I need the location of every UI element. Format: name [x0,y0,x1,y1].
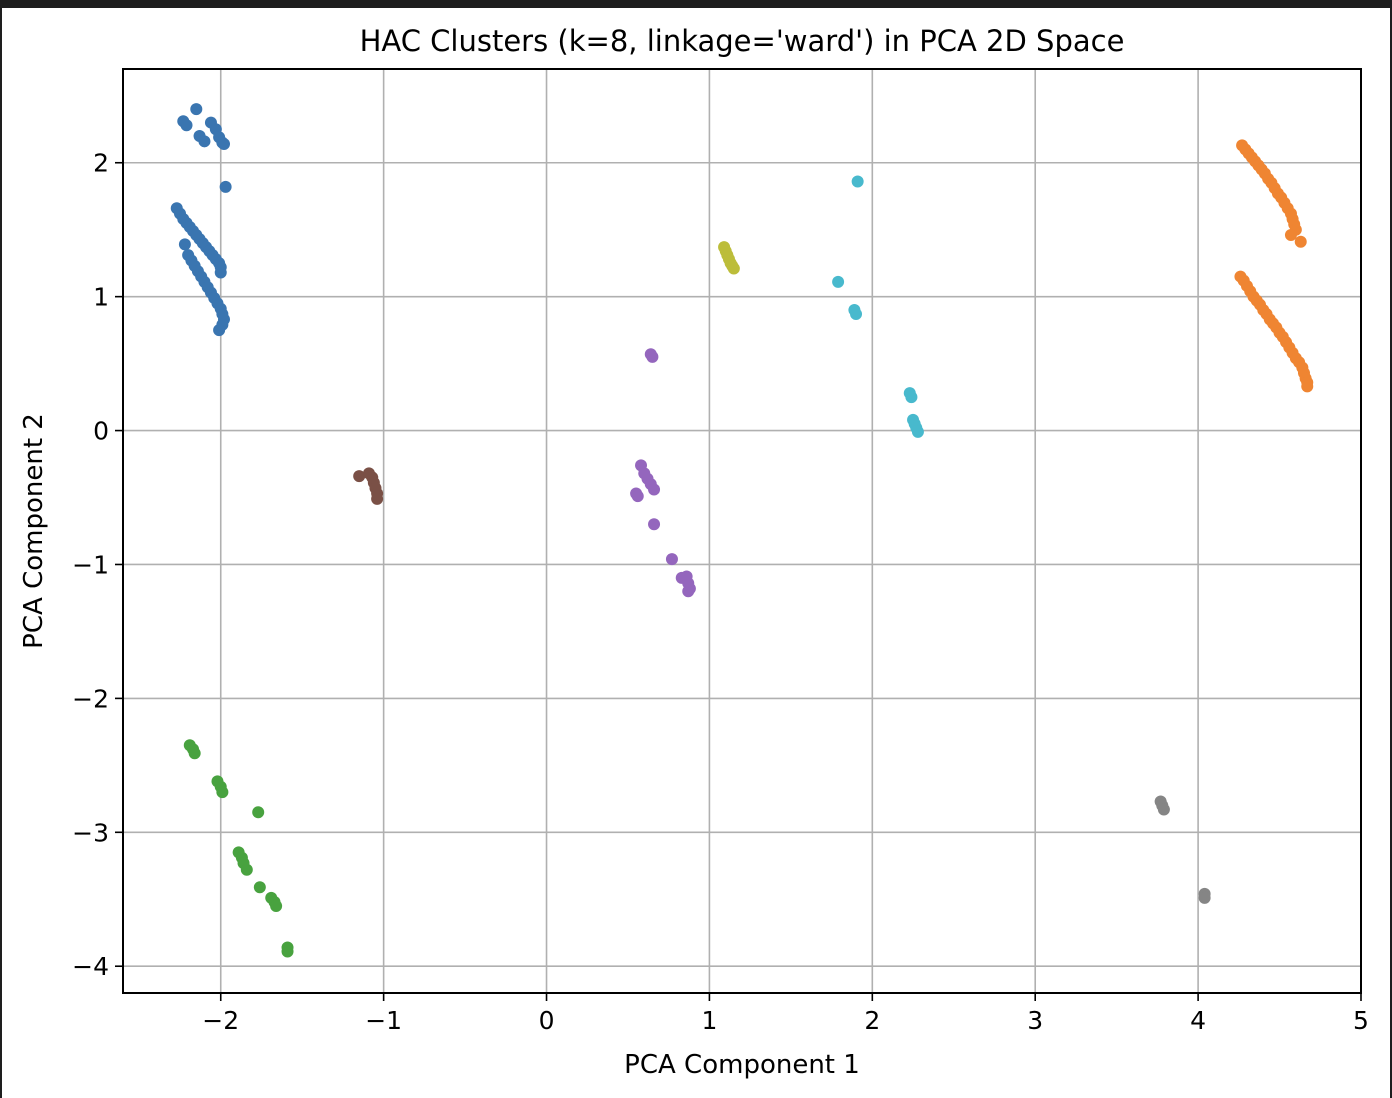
x-tick-label: 2 [864,1006,880,1035]
plot-frame [122,68,1362,994]
data-point [217,137,230,150]
cluster-6-points [832,175,924,438]
data-point [648,483,661,496]
data-point [631,490,644,503]
x-tick-label: −1 [365,1006,402,1035]
data-point [178,238,191,251]
data-point [665,553,678,566]
data-point [180,119,193,132]
cluster-0-points [170,103,232,337]
chart-figure: −2 −1 0 1 2 3 4 5 −4 −3 −2 −1 0 1 2 HAC Clusters (k=8,… [2,8,1390,1098]
x-tick-label: 1 [701,1006,717,1035]
data-point [253,881,266,894]
y-tick-label: −1 [72,550,109,579]
data-point [832,275,845,288]
x-tick-label: −2 [202,1006,239,1035]
cluster-2-points [183,739,294,958]
x-axis-label: PCA Component 1 [624,1050,860,1080]
data-point [188,747,201,760]
data-point [1301,380,1314,393]
data-point [850,308,863,321]
data-point [1157,803,1170,816]
data-point [851,175,864,188]
x-tick-label: 4 [1190,1006,1206,1035]
data-point [371,492,384,505]
data-point [190,103,203,116]
data-point [1294,235,1307,248]
data-point [905,391,918,404]
chart-title: HAC Clusters (k=8, linkage='ward') in PC… [360,24,1125,58]
data-point [682,585,695,598]
x-tick-label: 5 [1353,1006,1369,1035]
data-point [219,180,232,193]
data-point [213,324,226,337]
data-point [214,266,227,279]
y-tick-label: −4 [72,952,109,981]
cluster-7-points [1154,795,1211,904]
y-tick-label: −2 [72,684,109,713]
data-point [198,135,211,148]
data-point [646,350,659,363]
data-point [270,899,283,912]
x-tick-label: 0 [539,1006,555,1035]
cluster-5-points [718,241,740,275]
data-point [727,262,740,275]
y-tick-label: 2 [93,149,109,178]
x-tick-label: 3 [1027,1006,1043,1035]
data-point [648,518,661,531]
data-point [1198,891,1211,904]
y-tick-label: 1 [93,283,109,312]
data-point [240,863,253,876]
cluster-4-points [630,348,696,598]
data-point [281,945,294,958]
y-tick-label: −3 [72,818,109,847]
y-axis-label: PCA Component 2 [19,413,49,649]
axis-ticks: −2 −1 0 1 2 3 4 5 −4 −3 −2 −1 0 1 2 [72,149,1369,1035]
data-point [911,425,924,438]
cluster-3-points [353,467,384,505]
grid-lines [123,69,1362,993]
y-tick-label: 0 [93,417,109,446]
data-point [216,786,229,799]
data-point [1284,229,1297,242]
data-points [170,103,1314,958]
data-point [353,470,366,483]
data-point [252,806,265,819]
cluster-1-points [1234,139,1314,393]
scatter-plot: −2 −1 0 1 2 3 4 5 −4 −3 −2 −1 0 1 2 HAC Clusters (k=8,… [2,8,1390,1098]
